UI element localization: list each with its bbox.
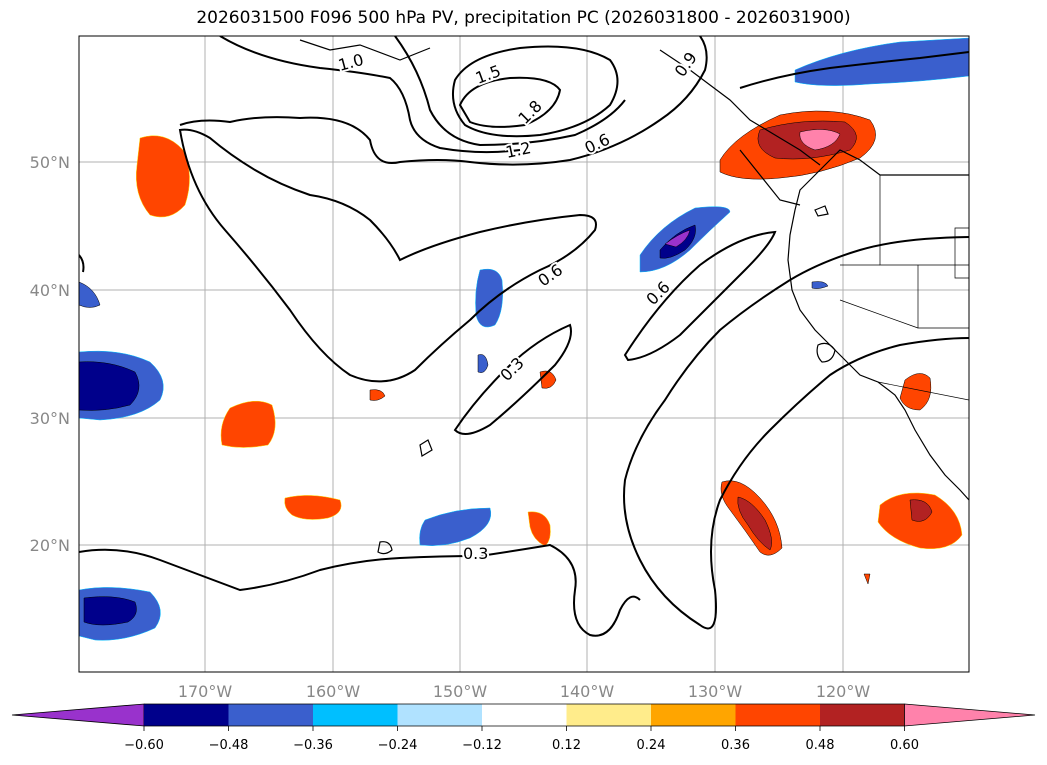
pv-contours [79, 36, 969, 637]
colorbar-segment [735, 704, 820, 726]
precip-positive-area [284, 495, 342, 520]
colorbar-segment [820, 704, 905, 726]
colorbar-segment [482, 704, 567, 726]
pv-contour-1.8 [458, 76, 562, 128]
longitude-labels: 170°W 160°W 150°W 140°W 130°W 120°W [178, 682, 871, 701]
pv-contour-arctic [739, 51, 969, 89]
precip-positive-area [369, 389, 386, 401]
coastlines [299, 39, 969, 555]
colorbar-tick-label: −0.12 [462, 738, 502, 753]
pv-contour-0.6-mid [178, 128, 597, 383]
colorbar-tick-label: −0.48 [209, 738, 249, 753]
colorbar-tick-label: −0.36 [293, 738, 333, 753]
pv-contour-0.6-north [179, 36, 708, 166]
pv-contour-0.3-mid [453, 323, 572, 435]
lon-label: 130°W [688, 682, 743, 701]
precip-positive-area [220, 400, 276, 448]
precip-anomaly-fills [79, 37, 969, 641]
precip-negative-area [475, 268, 503, 328]
lat-label: 40°N [30, 281, 70, 300]
precip-positive-area [799, 129, 841, 151]
plot-title: 2026031500 F096 500 hPa PV, precipitatio… [196, 8, 851, 28]
pv-contour-0.3-west [79, 254, 85, 273]
pv-contour-0.3-south [79, 543, 641, 637]
colorbar-tick-label: −0.60 [124, 738, 164, 753]
colorbar: −0.60 −0.48 −0.36 −0.24 −0.12 0.12 0.24 … [11, 703, 1036, 753]
colorbar-tick-label: 0.36 [721, 738, 750, 753]
lat-label: 30°N [30, 409, 70, 428]
colorbar-segment [397, 704, 482, 726]
precip-negative-area [79, 361, 140, 411]
colorbar-tick-label: 0.60 [890, 738, 919, 753]
lon-label: 170°W [178, 682, 233, 701]
colorbar-tick-label: 0.24 [637, 738, 666, 753]
precip-negative-area [477, 354, 489, 373]
colorbar-extend-left [11, 703, 145, 727]
precip-negative-area [419, 507, 492, 546]
colorbar-segment [144, 704, 229, 726]
lat-label: 50°N [30, 153, 70, 172]
colorbar-segment [566, 704, 651, 726]
precip-negative-area [79, 281, 101, 308]
precip-positive-area [863, 573, 871, 585]
lon-label: 120°W [816, 682, 871, 701]
colorbar-segment [228, 704, 313, 726]
pv-contour-1.5 [452, 45, 619, 138]
colorbar-segment [313, 704, 398, 726]
colorbar-tick-label: 0.48 [806, 738, 835, 753]
lon-label: 140°W [560, 682, 615, 701]
colorbar-tick-label: 0.12 [552, 738, 581, 753]
precip-negative-area [83, 596, 137, 626]
lon-label: 160°W [306, 682, 361, 701]
pv-contour-1.2 [394, 36, 626, 147]
contour-label: 0.3 [463, 544, 488, 563]
precip-positive-area [909, 499, 933, 522]
colorbar-extend-right [904, 703, 1036, 727]
pv-contour-1.0 [219, 36, 521, 154]
precip-negative-area [664, 229, 691, 248]
lat-label: 20°N [30, 536, 70, 555]
pv-contour-0.6-east [623, 230, 777, 362]
precip-positive-area [527, 511, 551, 547]
pv-contour-0.6-large [623, 236, 969, 630]
lon-label: 150°W [433, 682, 488, 701]
precip-positive-area [737, 496, 772, 551]
colorbar-tick-label: −0.24 [378, 738, 418, 753]
precip-positive-area [136, 135, 190, 218]
precip-negative-area [811, 281, 829, 289]
colorbar-segment [651, 704, 736, 726]
latitude-labels: 50°N 40°N 30°N 20°N [30, 153, 70, 555]
state-borders [839, 175, 969, 401]
map-frame [78, 35, 970, 673]
precip-positive-area [899, 373, 932, 411]
